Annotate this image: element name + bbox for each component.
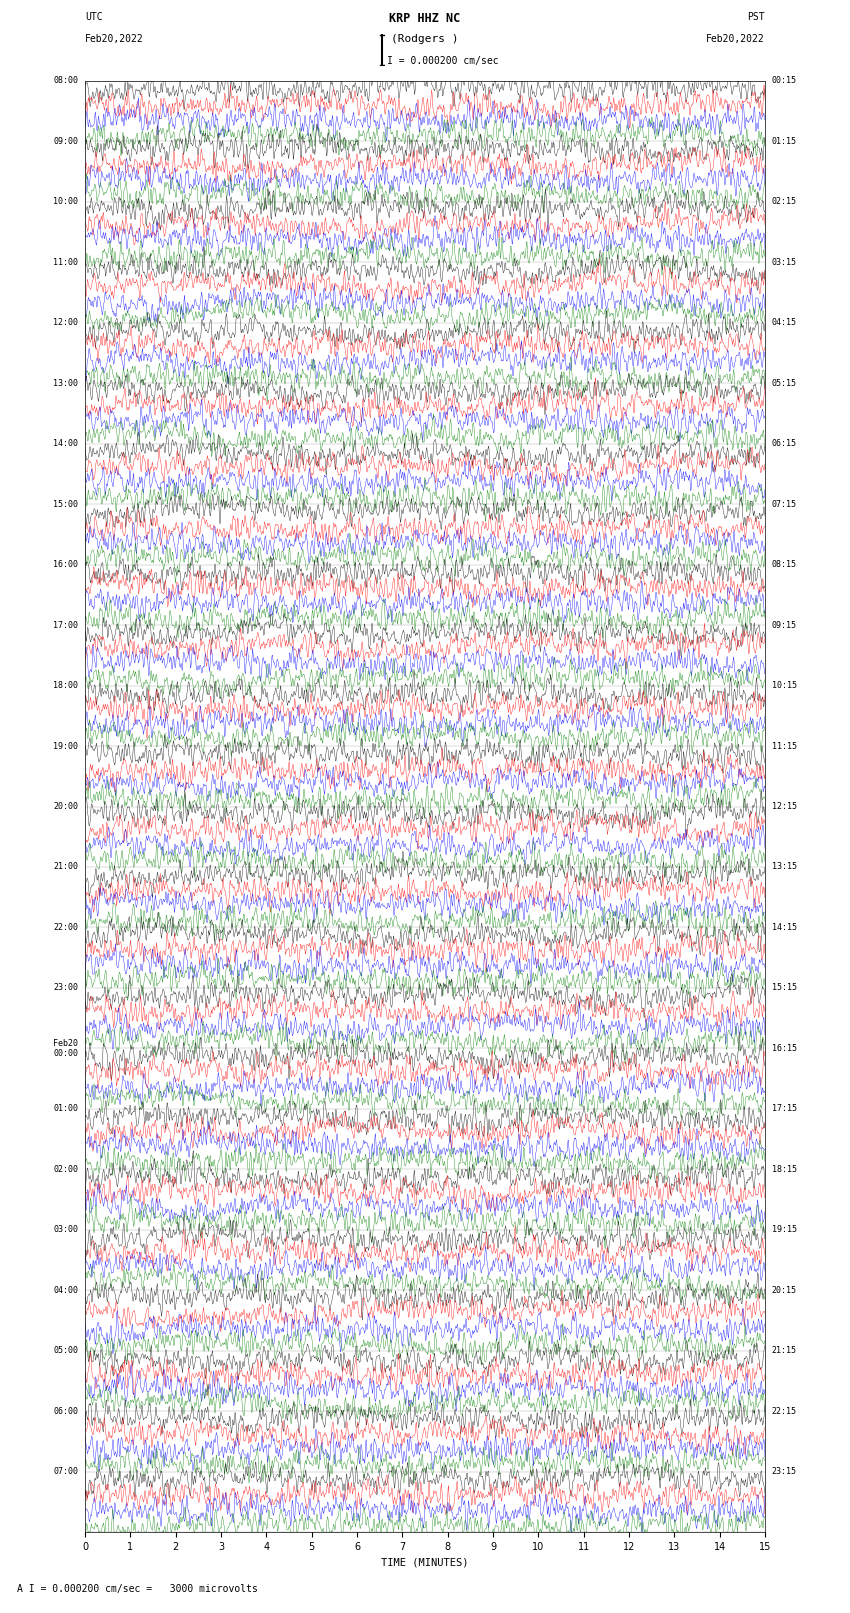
Text: 22:00: 22:00 [54, 923, 78, 932]
Text: 06:15: 06:15 [772, 439, 796, 448]
Text: 21:00: 21:00 [54, 863, 78, 871]
Text: 01:15: 01:15 [772, 137, 796, 145]
Text: 15:00: 15:00 [54, 500, 78, 508]
Text: 18:15: 18:15 [772, 1165, 796, 1174]
Text: 13:15: 13:15 [772, 863, 796, 871]
Text: 10:00: 10:00 [54, 197, 78, 206]
Text: 20:15: 20:15 [772, 1286, 796, 1295]
Text: 05:15: 05:15 [772, 379, 796, 387]
Text: 09:15: 09:15 [772, 621, 796, 629]
Text: 20:00: 20:00 [54, 802, 78, 811]
Text: 05:00: 05:00 [54, 1347, 78, 1355]
Text: 22:15: 22:15 [772, 1407, 796, 1416]
Text: PST: PST [747, 11, 765, 23]
Text: 12:15: 12:15 [772, 802, 796, 811]
Text: KRP HHZ NC: KRP HHZ NC [389, 11, 461, 26]
Text: 12:00: 12:00 [54, 318, 78, 327]
Text: 16:15: 16:15 [772, 1044, 796, 1053]
Text: 06:00: 06:00 [54, 1407, 78, 1416]
Text: 23:00: 23:00 [54, 984, 78, 992]
Text: (Rodgers ): (Rodgers ) [391, 34, 459, 44]
Text: 19:15: 19:15 [772, 1226, 796, 1234]
Text: 17:00: 17:00 [54, 621, 78, 629]
Text: 13:00: 13:00 [54, 379, 78, 387]
Text: 18:00: 18:00 [54, 681, 78, 690]
Text: 02:00: 02:00 [54, 1165, 78, 1174]
Text: 10:15: 10:15 [772, 681, 796, 690]
Text: 03:00: 03:00 [54, 1226, 78, 1234]
Text: 03:15: 03:15 [772, 258, 796, 266]
Text: 07:00: 07:00 [54, 1468, 78, 1476]
Text: 02:15: 02:15 [772, 197, 796, 206]
Text: 23:15: 23:15 [772, 1468, 796, 1476]
Text: 04:15: 04:15 [772, 318, 796, 327]
Text: 04:00: 04:00 [54, 1286, 78, 1295]
Text: 16:00: 16:00 [54, 560, 78, 569]
X-axis label: TIME (MINUTES): TIME (MINUTES) [382, 1558, 468, 1568]
Text: 19:00: 19:00 [54, 742, 78, 750]
Text: 11:00: 11:00 [54, 258, 78, 266]
Text: 14:15: 14:15 [772, 923, 796, 932]
Text: A I = 0.000200 cm/sec =   3000 microvolts: A I = 0.000200 cm/sec = 3000 microvolts [17, 1584, 258, 1594]
Text: 07:15: 07:15 [772, 500, 796, 508]
Text: 08:15: 08:15 [772, 560, 796, 569]
Text: 00:15: 00:15 [772, 76, 796, 85]
Text: I = 0.000200 cm/sec: I = 0.000200 cm/sec [387, 56, 498, 66]
Text: 14:00: 14:00 [54, 439, 78, 448]
Text: 08:00: 08:00 [54, 76, 78, 85]
Text: Feb20
00:00: Feb20 00:00 [54, 1039, 78, 1058]
Text: 11:15: 11:15 [772, 742, 796, 750]
Text: 15:15: 15:15 [772, 984, 796, 992]
Text: 21:15: 21:15 [772, 1347, 796, 1355]
Text: 17:15: 17:15 [772, 1105, 796, 1113]
Text: Feb20,2022: Feb20,2022 [85, 34, 144, 44]
Text: 01:00: 01:00 [54, 1105, 78, 1113]
Text: 09:00: 09:00 [54, 137, 78, 145]
Text: Feb20,2022: Feb20,2022 [706, 34, 765, 44]
Text: UTC: UTC [85, 11, 103, 23]
